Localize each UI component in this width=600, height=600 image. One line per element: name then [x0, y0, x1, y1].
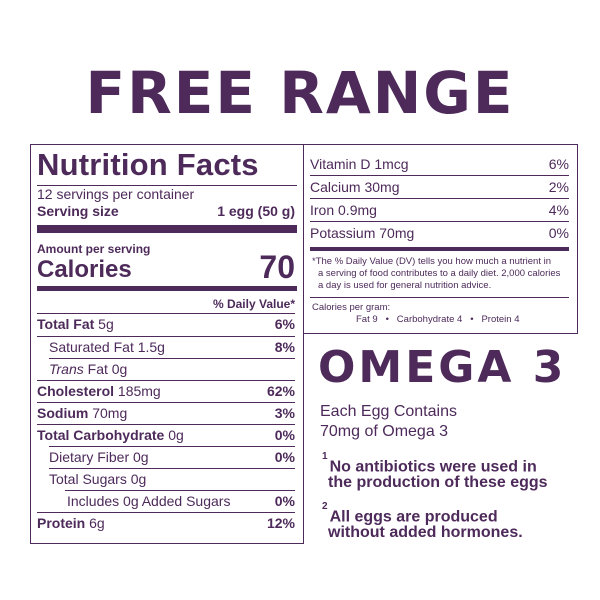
divider: [37, 313, 295, 314]
footnote-line-3: a day is used for general nutrition advi…: [318, 280, 492, 291]
divider: [37, 185, 297, 186]
note-1: 1No antibiotics were used in: [322, 451, 537, 476]
vitamin-row-iron: Iron 0.9mg 4%: [310, 202, 569, 218]
daily-value-header: % Daily Value*: [212, 297, 295, 311]
brand-heading: FREE RANGE: [85, 59, 515, 127]
calories-label: Calories: [37, 256, 132, 283]
note-1-line-2: the production of these eggs: [328, 474, 548, 491]
nutrient-row-sodium: Sodium 70mg 3%: [37, 405, 295, 421]
calories-per-gram-label: Calories per gram:: [312, 302, 391, 313]
divider: [49, 446, 295, 447]
nutrient-row-total-sugars: Total Sugars 0g: [49, 471, 147, 487]
vitamins-panel: Vitamin D 1mcg 6% Calcium 30mg 2% Iron 0…: [303, 144, 578, 334]
divider: [37, 402, 295, 403]
divider: [310, 175, 569, 176]
nutrient-row-protein: Protein 6g 12%: [37, 515, 295, 531]
vitamin-row-potassium: Potassium 70mg 0%: [310, 225, 569, 241]
nutrient-row-dietary-fiber: Dietary Fiber 0g 0%: [49, 449, 295, 465]
divider: [65, 490, 295, 491]
medium-divider: [310, 247, 569, 251]
divider: [49, 468, 295, 469]
divider: [310, 198, 569, 199]
serving-size-value: 1 egg (50 g): [217, 203, 295, 219]
medium-divider: [37, 286, 297, 291]
divider: [49, 358, 295, 359]
amount-per-serving: Amount per serving: [37, 242, 151, 256]
nutrient-row-total-carbohydrate: Total Carbohydrate 0g 0%: [37, 427, 295, 443]
nutrient-row-saturated-fat: Saturated Fat 1.5g 8%: [49, 339, 295, 355]
serving-size-label: Serving size: [37, 203, 119, 219]
calories-value: 70: [259, 249, 295, 285]
omega-title: OMEGA 3: [318, 342, 567, 393]
divider: [37, 512, 295, 513]
divider: [310, 297, 569, 298]
divider: [310, 221, 569, 222]
omega-line-2: 70mg of Omega 3: [320, 423, 449, 440]
nutrient-row-added-sugars: Includes 0g Added Sugars 0%: [67, 493, 295, 509]
nutrient-row-trans-fat: Trans Fat 0g: [49, 361, 128, 377]
note-2-line-2: without added hormones.: [328, 524, 523, 541]
omega-line-1: Each Egg Contains: [320, 403, 457, 420]
nutrient-row-total-fat: Total Fat 5g 6%: [37, 316, 295, 332]
nutrition-facts-panel: Nutrition Facts 12 servings per containe…: [30, 144, 304, 544]
calories-per-gram-values: Fat 9 • Carbohydrate 4 • Protein 4: [356, 314, 520, 325]
note-2: 2All eggs are produced: [322, 501, 498, 526]
divider: [37, 380, 295, 381]
vitamin-row-vitamin-d: Vitamin D 1mcg 6%: [310, 156, 569, 172]
thick-divider: [37, 225, 297, 233]
divider: [37, 424, 295, 425]
nutrition-facts-title: Nutrition Facts: [37, 147, 259, 182]
vitamin-row-calcium: Calcium 30mg 2%: [310, 179, 569, 195]
servings-per-container: 12 servings per container: [37, 186, 195, 202]
footnote-line-2: a serving of food contributes to a daily…: [318, 268, 561, 279]
footnote-line-1: *The % Daily Value (DV) tells you how mu…: [312, 256, 552, 267]
nutrient-row-cholesterol: Cholesterol 185mg 62%: [37, 383, 295, 399]
divider: [37, 336, 295, 337]
